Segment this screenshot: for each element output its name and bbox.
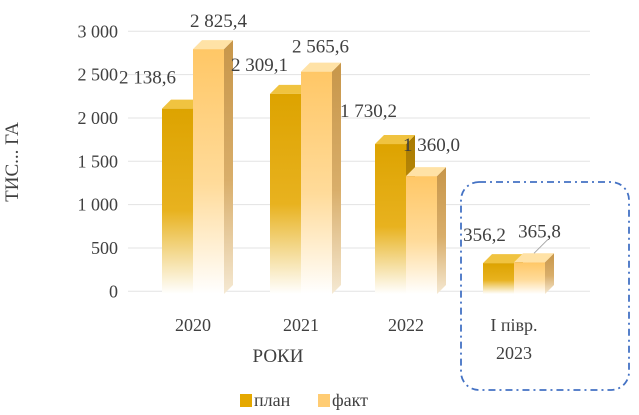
leader-line	[533, 238, 549, 254]
data-label: 1 730,2	[340, 101, 397, 122]
data-label: 365,8	[518, 221, 561, 242]
bar-front-face	[406, 176, 437, 294]
x-tick-label: 2021	[283, 315, 319, 335]
highlight-box	[460, 181, 630, 391]
y-tick-label: 500	[91, 238, 118, 258]
x-axis-ticks: 2020 2021 2022 I півр. 2023	[175, 315, 538, 363]
legend-item: факт	[318, 390, 368, 410]
bar-top-face	[375, 135, 415, 145]
data-label: 356,2	[463, 225, 506, 246]
bar-front-face	[301, 71, 332, 294]
data-label: 2 309,1	[231, 55, 288, 76]
bar-fact	[193, 40, 233, 294]
y-tick-label: 1 000	[78, 195, 119, 215]
y-tick-label: 2 000	[78, 108, 119, 128]
y-axis-ticks: 0 500 1 000 1 500 2 000 2 500 3 000	[78, 21, 119, 301]
legend-swatch	[318, 394, 330, 407]
data-label: 2 825,4	[190, 11, 248, 32]
bar-top-face	[193, 40, 233, 50]
bar-top-face	[514, 253, 554, 263]
bar-front-face	[483, 263, 514, 294]
y-tick-label: 3 000	[78, 21, 119, 41]
bar-top-face	[270, 84, 310, 94]
bar-side-face	[332, 62, 341, 295]
y-axis-title: ТИС... ГА	[2, 122, 23, 202]
y-tick-label: 1 500	[78, 151, 119, 171]
legend-label: факт	[332, 390, 368, 410]
data-label: 1 360,0	[403, 135, 460, 156]
bar-side-face	[224, 40, 233, 294]
data-labels: 2 138,6 2 825,4 2 309,12 565,6 1 730,2 1 360…	[119, 11, 561, 254]
x-tick-label: 2022	[388, 315, 424, 335]
y-tick-label: 0	[109, 281, 118, 301]
bar-fact	[406, 167, 446, 294]
bar-side-face	[545, 253, 554, 294]
bar-front-face	[193, 49, 224, 294]
legend: план факт	[240, 390, 368, 410]
bar-fact	[514, 253, 554, 294]
bars	[162, 40, 554, 295]
legend-label: план	[254, 390, 291, 410]
x-tick-label: I півр. 2023	[490, 315, 537, 363]
y-tick-label: 2 500	[78, 65, 119, 85]
bar-top-face	[483, 254, 523, 264]
bar-front-face	[270, 93, 301, 295]
data-label: 2 565,6	[292, 37, 349, 58]
x-tick-label: 2020	[175, 315, 211, 335]
legend-swatch	[240, 394, 252, 407]
legend-item: план	[240, 390, 291, 410]
x-axis-title: РОКИ	[253, 346, 304, 367]
bar-front-face	[162, 108, 193, 294]
bar-side-face	[437, 167, 446, 294]
data-label: 2 138,6	[119, 68, 176, 89]
bar-top-face	[406, 167, 446, 177]
bar-top-face	[301, 62, 341, 72]
bar-fact	[301, 62, 341, 295]
bar-front-face	[375, 144, 406, 294]
bar-front-face	[514, 262, 545, 294]
bar-top-face	[162, 99, 202, 109]
